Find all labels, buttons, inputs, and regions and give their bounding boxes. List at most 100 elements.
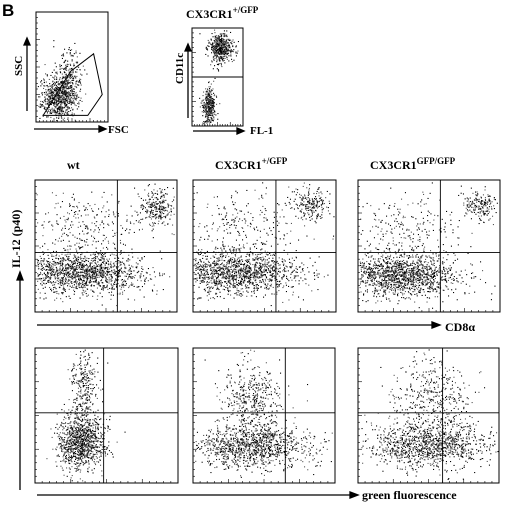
event-dot <box>414 406 416 408</box>
event-dot <box>229 465 231 467</box>
event-dot <box>440 439 442 441</box>
event-dot <box>261 433 263 435</box>
event-dot <box>264 403 266 405</box>
event-dot <box>470 263 472 265</box>
event-dot <box>426 399 428 401</box>
event-dot <box>236 397 238 399</box>
event-dot <box>423 430 425 432</box>
event-dot <box>284 447 286 449</box>
event-dot <box>261 446 263 448</box>
event-dot <box>104 451 106 453</box>
event-dot <box>87 430 89 432</box>
event-dot <box>377 437 379 439</box>
event-dot <box>458 424 460 426</box>
event-dot <box>83 372 85 374</box>
event-dot <box>424 444 426 446</box>
event-dot <box>89 380 91 382</box>
event-dot <box>396 446 398 448</box>
event-dot <box>396 287 398 289</box>
event-dot <box>409 365 411 367</box>
event-dot <box>368 275 370 277</box>
event-dot <box>442 442 444 444</box>
event-dot <box>63 474 65 476</box>
event-dot <box>386 262 388 264</box>
event-dot <box>90 442 92 444</box>
event-dot <box>406 388 408 390</box>
event-dot <box>418 392 420 394</box>
event-dot <box>79 385 81 387</box>
event-dot <box>67 449 69 451</box>
event-dot <box>459 389 461 391</box>
event-dot <box>425 358 427 360</box>
event-dot <box>60 424 62 426</box>
event-dot <box>391 388 393 390</box>
event-dot <box>98 446 100 448</box>
event-dot <box>406 472 408 474</box>
event-dot <box>437 454 439 456</box>
event-dot <box>440 360 442 362</box>
event-dot <box>453 400 455 402</box>
event-dot <box>261 453 263 455</box>
event-dot <box>210 463 212 465</box>
event-dot <box>403 442 405 444</box>
event-dot <box>249 446 251 448</box>
event-dot <box>91 352 93 354</box>
event-dot <box>468 434 470 436</box>
event-dot <box>441 374 443 376</box>
event-dot <box>431 429 433 431</box>
event-dot <box>416 462 418 464</box>
event-dot <box>434 415 436 417</box>
event-dot <box>208 435 210 437</box>
event-dot <box>432 439 434 441</box>
event-dot <box>80 392 82 394</box>
event-dot <box>66 441 68 443</box>
event-dot <box>494 440 496 442</box>
event-dot <box>419 430 421 432</box>
event-dot <box>370 422 372 424</box>
event-dot <box>379 426 381 428</box>
event-dot <box>85 426 87 428</box>
event-dot <box>414 270 416 272</box>
event-dot <box>87 361 89 363</box>
event-dot <box>280 372 282 374</box>
event-dot <box>78 380 80 382</box>
event-dot <box>258 389 260 391</box>
event-dot <box>426 453 428 455</box>
event-dot <box>80 433 82 435</box>
event-dot <box>374 290 376 292</box>
event-dot <box>263 382 265 384</box>
event-dot <box>395 454 397 456</box>
event-dot <box>251 453 253 455</box>
event-dot <box>427 429 429 431</box>
event-dot <box>256 400 258 402</box>
event-dot <box>76 436 78 438</box>
event-dot <box>277 443 279 445</box>
event-dot <box>408 425 410 427</box>
event-dot <box>74 374 76 376</box>
event-dot <box>82 438 84 440</box>
event-dot <box>391 448 393 450</box>
event-dot <box>80 435 82 437</box>
event-dot <box>451 452 453 454</box>
event-dot <box>249 397 251 399</box>
event-dot <box>269 405 271 407</box>
event-dot <box>443 268 445 270</box>
event-dot <box>462 455 464 457</box>
event-dot <box>87 450 89 452</box>
event-dot <box>68 409 70 411</box>
event-dot <box>386 265 388 267</box>
event-dot <box>423 433 425 435</box>
event-dot <box>91 393 93 395</box>
event-dot <box>394 450 396 452</box>
event-dot <box>66 440 68 442</box>
event-dot <box>253 449 255 451</box>
event-dot <box>407 446 409 448</box>
event-dot <box>273 444 275 446</box>
event-dot <box>376 296 378 298</box>
event-dot <box>212 449 214 451</box>
event-dot <box>420 277 422 279</box>
event-dot <box>414 452 416 454</box>
event-dot <box>429 450 431 452</box>
event-dot <box>441 390 443 392</box>
event-dot <box>243 383 245 385</box>
